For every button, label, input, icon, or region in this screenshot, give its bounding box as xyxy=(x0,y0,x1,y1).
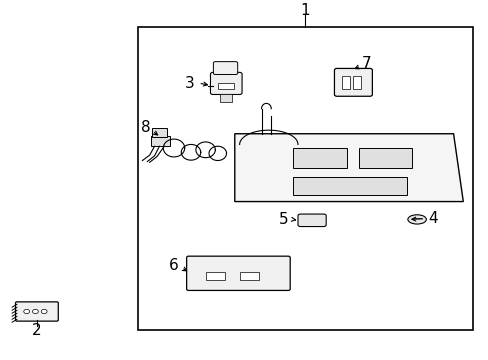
Bar xyxy=(352,76,360,89)
Circle shape xyxy=(41,309,47,314)
FancyBboxPatch shape xyxy=(210,72,242,94)
Bar xyxy=(358,148,411,168)
Circle shape xyxy=(32,309,38,314)
Bar xyxy=(217,83,233,89)
Ellipse shape xyxy=(407,215,426,224)
Text: 1: 1 xyxy=(300,4,309,18)
FancyBboxPatch shape xyxy=(213,62,237,75)
FancyBboxPatch shape xyxy=(16,302,58,321)
Circle shape xyxy=(24,309,30,314)
Text: 2: 2 xyxy=(32,323,41,338)
Bar xyxy=(220,94,232,102)
Bar xyxy=(292,176,407,195)
Polygon shape xyxy=(234,134,462,202)
Bar xyxy=(151,136,169,146)
Text: 5: 5 xyxy=(278,212,287,227)
Text: 8: 8 xyxy=(141,120,151,135)
Bar xyxy=(205,272,224,280)
Bar xyxy=(137,27,472,330)
Bar xyxy=(152,129,166,137)
Bar xyxy=(239,272,259,280)
Bar xyxy=(341,76,349,89)
FancyBboxPatch shape xyxy=(334,68,372,96)
Bar xyxy=(292,148,346,168)
Text: 7: 7 xyxy=(362,56,371,71)
Text: 6: 6 xyxy=(168,258,178,273)
Text: 3: 3 xyxy=(185,76,195,91)
FancyBboxPatch shape xyxy=(186,256,289,291)
Text: 4: 4 xyxy=(427,211,437,226)
FancyBboxPatch shape xyxy=(297,214,325,226)
